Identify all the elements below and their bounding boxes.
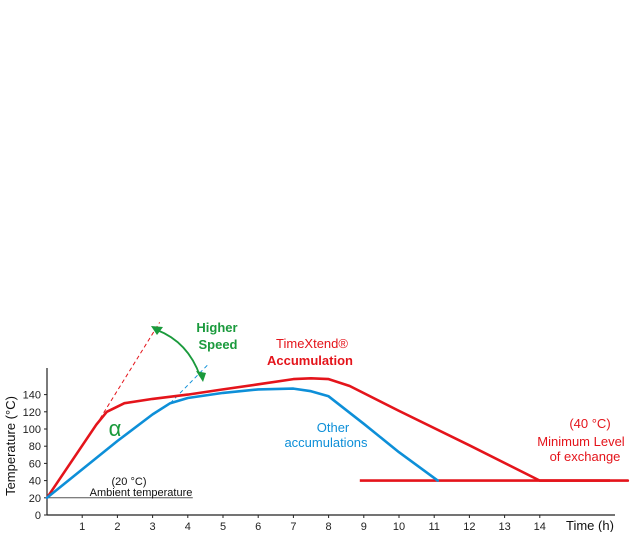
x-tick-label: 3 (150, 521, 156, 532)
x-tick-label: 10 (393, 521, 405, 532)
other-label-line1: Other (317, 420, 350, 435)
other-label-line2: accumulations (284, 435, 368, 450)
speed-arc-arrow (156, 329, 201, 377)
y-tick-label: 60 (29, 458, 41, 470)
ambient-label: Ambient temperature (90, 487, 193, 499)
x-tick-label: 11 (428, 521, 439, 532)
x-tick-label: 1 (79, 521, 85, 532)
y-tick-label: 40 (29, 476, 41, 488)
ambient-value-label: (20 °C) (112, 476, 147, 488)
higher-speed-line1: Higher (196, 320, 237, 335)
timextend-slope-extension (95, 322, 161, 425)
y-tick-label: 80 (29, 441, 41, 453)
other-series-line (45, 387, 440, 500)
y-tick-label: 140 (23, 390, 41, 402)
higher-speed-line2: Speed (198, 337, 237, 352)
x-axis-title: Time (h) (566, 518, 614, 532)
y-tick-label: 100 (23, 424, 41, 436)
x-tick-label: 6 (255, 521, 261, 532)
timextend-label-line1: TimeXtend® (276, 336, 348, 351)
y-tick-label: 20 (29, 493, 41, 505)
x-tick-label: 4 (185, 521, 191, 532)
series-layer (45, 322, 630, 500)
minimum-value-label: (40 °C) (569, 416, 610, 431)
y-tick-label: 120 (23, 407, 41, 419)
x-tick-label: 2 (114, 521, 120, 532)
x-tick-label: 8 (326, 521, 332, 532)
axes-layer: 1 2 3 4 5 6 7 8 9 10 11 12 13 14020406080100120140Tim… (3, 368, 615, 533)
minimum-label-line2: of exchange (550, 449, 621, 464)
x-tick-label: 7 (290, 521, 296, 532)
speed-arrowhead-bottom (196, 371, 206, 382)
alpha-symbol: α (109, 416, 122, 441)
timextend-label-line2: Accumulation (267, 353, 353, 368)
x-tick-label: 12 (463, 521, 475, 532)
minimum-label-line1: Minimum Level (537, 434, 625, 449)
y-tick-label: 0 (35, 510, 41, 522)
y-axis-title: Temperature (°C) (3, 396, 18, 496)
speed-arrowhead-top (151, 326, 163, 335)
x-tick-label: 14 (534, 521, 546, 532)
x-tick-label: 5 (220, 521, 226, 532)
x-tick-label: 13 (498, 521, 510, 532)
x-tick-label: 9 (361, 521, 367, 532)
timextend-series-line (45, 376, 630, 500)
